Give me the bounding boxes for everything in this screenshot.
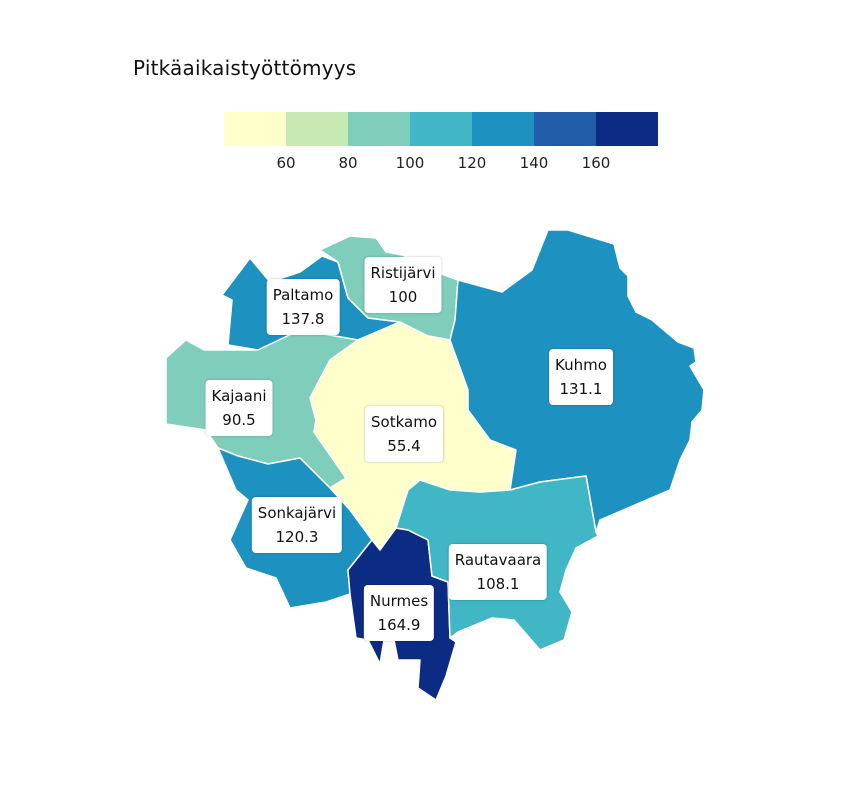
legend-tick: 140 [519, 154, 549, 172]
region-label-kuhmo: Kuhmo 131.1 [549, 349, 613, 405]
region-value: 137.8 [281, 310, 325, 328]
region-value: 55.4 [387, 437, 421, 455]
legend-bin [410, 112, 472, 146]
region-label-ristijarvi: Ristijärvi 100 [364, 257, 442, 313]
region-label-kajaani: Kajaani 90.5 [205, 380, 273, 436]
region-value: 120.3 [275, 528, 319, 546]
region-name: Ristijärvi [370, 264, 436, 282]
region-name: Sotkamo [371, 413, 437, 431]
region-name: Sonkajärvi [257, 504, 337, 522]
legend-bin [286, 112, 348, 146]
legend-tick: 100 [395, 154, 425, 172]
region-value: 108.1 [476, 575, 520, 593]
region-name: Nurmes [369, 592, 429, 610]
region-value: 131.1 [559, 380, 603, 398]
region-label-nurmes: Rautavaara 108.1 [448, 544, 548, 600]
legend-bin [348, 112, 410, 146]
region-label-rautavaara: Nurmes 164.9 [363, 585, 435, 641]
region-label-sonkajarvi: Sonkajärvi 120.3 [251, 497, 343, 553]
legend-tick: 80 [338, 154, 358, 172]
legend-ticks: 60 80 100 120 140 160 [224, 146, 658, 172]
map-title: Pitkäaikaistyöttömyys [133, 56, 357, 80]
legend-bin [224, 112, 286, 146]
region-value: 164.9 [377, 616, 421, 634]
region-label-sotkamo: Sotkamo 55.4 [365, 406, 443, 462]
region-name: Kuhmo [555, 356, 607, 374]
legend-tick: 160 [581, 154, 611, 172]
legend-bin [472, 112, 534, 146]
legend-bin [534, 112, 596, 146]
legend-color-bins [224, 112, 658, 146]
region-name: Kajaani [211, 387, 267, 405]
region-name: Paltamo [272, 286, 334, 304]
legend-tick: 60 [276, 154, 296, 172]
legend-tick: 120 [457, 154, 487, 172]
color-legend: 60 80 100 120 140 160 [224, 112, 658, 172]
region-value: 100 [388, 288, 418, 306]
legend-bin [596, 112, 658, 146]
region-label-paltamo: Paltamo 137.8 [266, 279, 340, 335]
region-value: 90.5 [222, 411, 256, 429]
region-name: Rautavaara [454, 551, 542, 569]
